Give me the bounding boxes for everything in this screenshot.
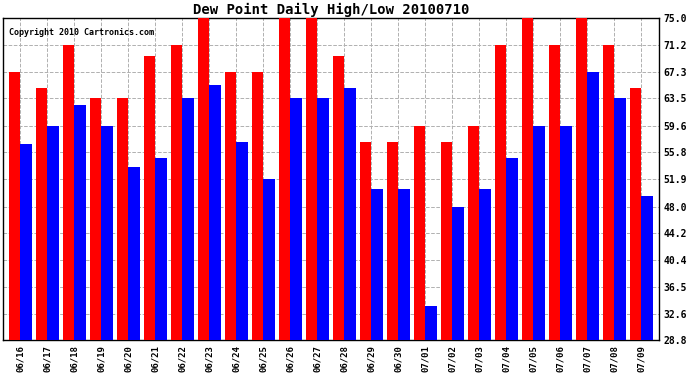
Bar — [252, 72, 264, 340]
Bar — [63, 45, 75, 340]
Bar — [333, 57, 344, 340]
Bar — [101, 126, 112, 340]
Bar — [453, 207, 464, 340]
Bar — [225, 72, 236, 340]
Bar — [495, 45, 506, 340]
Bar — [198, 18, 209, 340]
Bar — [371, 189, 383, 340]
Bar — [506, 158, 518, 340]
Bar — [360, 142, 371, 340]
Bar — [549, 45, 560, 340]
Bar — [441, 142, 453, 340]
Bar — [48, 126, 59, 340]
Bar — [279, 18, 290, 340]
Bar — [171, 45, 182, 340]
Title: Dew Point Daily High/Low 20100710: Dew Point Daily High/Low 20100710 — [193, 3, 469, 17]
Bar — [128, 167, 139, 340]
Bar — [144, 57, 155, 340]
Bar — [317, 98, 328, 340]
Bar — [306, 18, 317, 340]
Bar — [480, 189, 491, 340]
Bar — [182, 98, 194, 340]
Bar — [614, 98, 626, 340]
Bar — [630, 88, 641, 340]
Bar — [236, 142, 248, 340]
Bar — [36, 88, 48, 340]
Text: Copyright 2010 Cartronics.com: Copyright 2010 Cartronics.com — [10, 28, 155, 37]
Bar — [264, 179, 275, 340]
Bar — [414, 126, 425, 340]
Bar — [533, 126, 544, 340]
Bar — [587, 72, 599, 340]
Bar — [560, 126, 571, 340]
Bar — [468, 126, 480, 340]
Bar — [75, 105, 86, 340]
Bar — [576, 18, 587, 340]
Bar — [209, 85, 221, 340]
Bar — [522, 18, 533, 340]
Bar — [398, 189, 410, 340]
Bar — [425, 306, 437, 340]
Bar — [344, 88, 355, 340]
Bar — [387, 142, 398, 340]
Bar — [117, 98, 128, 340]
Bar — [603, 45, 614, 340]
Bar — [155, 158, 167, 340]
Bar — [641, 196, 653, 340]
Bar — [90, 98, 101, 340]
Bar — [9, 72, 20, 340]
Bar — [20, 144, 32, 340]
Bar — [290, 98, 302, 340]
